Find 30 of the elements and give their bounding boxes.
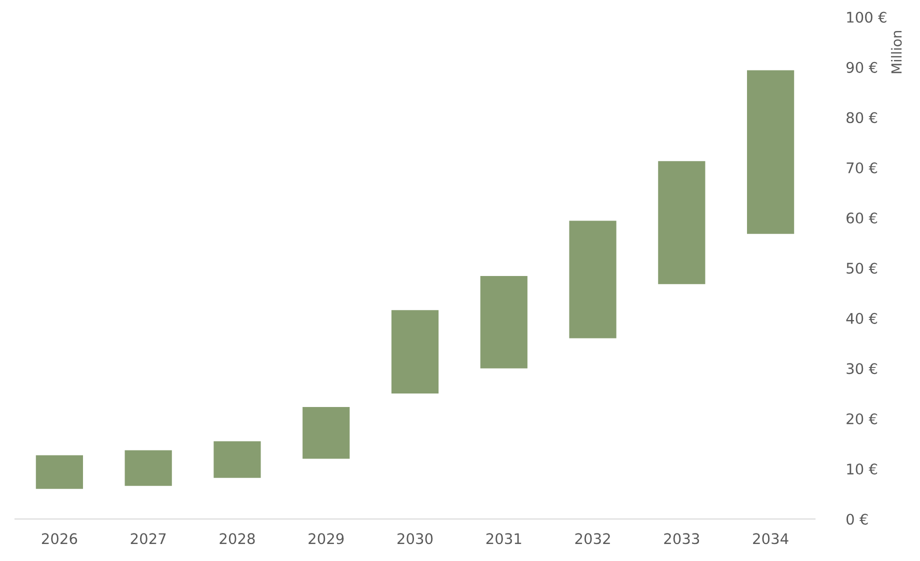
y-tick-label: 50 € (846, 262, 878, 274)
x-tick-label: 2034 (753, 533, 788, 544)
bar (124, 450, 172, 486)
bar (214, 441, 261, 478)
x-tick-label: 2026 (42, 533, 78, 544)
x-tick-label: 2033 (664, 533, 700, 544)
x-tick-label: 2028 (220, 533, 255, 544)
y-tick-label: 100 € (847, 12, 886, 23)
x-tick-label: 2029 (308, 533, 344, 544)
y-tick-label: 90 € (846, 62, 878, 73)
x-tick-label: 2030 (398, 533, 433, 544)
y-tick-label: 10 € (847, 464, 878, 475)
y-tick-label: 60 € (846, 212, 878, 224)
bar (747, 70, 794, 234)
y-tick-label: 30 € (846, 363, 878, 374)
y-tick-label: 80 € (846, 112, 878, 124)
y-axis-title: Million (891, 30, 902, 74)
x-tick-label: 2027 (130, 533, 166, 544)
bar (36, 455, 83, 489)
bar (391, 310, 439, 394)
y-tick-label: 0 € (846, 514, 868, 525)
y-tick-label: 20 € (846, 413, 878, 424)
x-tick-label: 2032 (575, 533, 610, 544)
bar (480, 276, 528, 368)
y-tick-label: 40 € (846, 312, 878, 324)
y-tick-label: 70 € (846, 162, 878, 174)
bar (569, 220, 616, 338)
bar (658, 161, 706, 284)
bar (302, 407, 350, 459)
x-tick-label: 2031 (486, 533, 522, 544)
